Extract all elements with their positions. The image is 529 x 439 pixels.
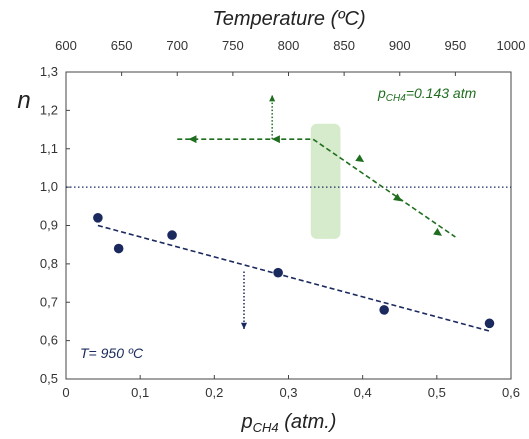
- plot-frame: [65, 71, 512, 380]
- series-label-pch4: pCH4=0.143 atm: [377, 85, 477, 104]
- x-tick-label: 0: [62, 385, 69, 400]
- path-arrow-pch4: [271, 135, 280, 144]
- series-label-t950: T= 950 ºC: [80, 345, 144, 361]
- x-tick-label: 0,2: [205, 385, 223, 400]
- x-axis-title-sub: CH4: [253, 420, 279, 435]
- series-layer: [93, 95, 495, 332]
- series-label-pch4-tail: =0.143 atm: [406, 85, 477, 101]
- top-tick-label: 750: [222, 38, 244, 53]
- y-tick-label: 0,6: [40, 333, 58, 348]
- data-point-t950: [379, 305, 389, 315]
- top-tick-label: 650: [111, 38, 133, 53]
- data-point-t950: [484, 318, 495, 329]
- x-tick-label: 0,6: [502, 385, 520, 400]
- top-tick-label: 950: [445, 38, 467, 53]
- x-tick-label: 0,1: [131, 385, 149, 400]
- top-tick-label: 800: [278, 38, 300, 53]
- x-axis-title: pCH4 (atm.): [241, 411, 337, 435]
- top-tick-label: 850: [333, 38, 355, 53]
- y-tick-label: 0,7: [40, 294, 58, 309]
- shaded-region: [310, 123, 341, 239]
- data-point-t950: [93, 213, 103, 223]
- path-line-pch4: [177, 138, 456, 238]
- axis-indicator-arrowhead: [269, 95, 276, 102]
- x-tick-label: 0,3: [279, 385, 297, 400]
- y-tick-label: 1,1: [40, 141, 58, 156]
- series-label-pch4-main: p: [377, 85, 386, 101]
- data-point-t950: [273, 267, 283, 278]
- x-tick-label: 0,5: [428, 385, 446, 400]
- top-tick-label: 1000: [497, 38, 526, 53]
- series-label-pch4-sub: CH4: [386, 93, 406, 104]
- x-axis-title-main: p: [241, 411, 253, 433]
- top-tick-label: 600: [55, 38, 77, 53]
- data-point-t950: [167, 230, 177, 240]
- data-point-t950: [113, 243, 124, 254]
- x-axis-title-tail: (atm.): [279, 411, 337, 433]
- y-tick-label: 1,2: [40, 102, 58, 117]
- y-tick-label: 1,3: [40, 64, 58, 79]
- y-tick-label: 0,9: [40, 218, 58, 233]
- top-tick-label: 900: [389, 38, 411, 53]
- x-tick-label: 0,4: [354, 385, 372, 400]
- shaded-region-layer: [310, 123, 341, 239]
- path-arrow-pch4: [433, 228, 443, 236]
- y-axis-title: n: [17, 87, 30, 114]
- axis-indicator-arrowhead: [240, 322, 248, 330]
- y-tick-label: 1,0: [40, 179, 58, 194]
- fit-line-t950: [97, 224, 490, 332]
- path-arrow-pch4: [188, 135, 197, 144]
- path-arrow-pch4: [393, 193, 402, 202]
- tick-layer: 0 0,1 0,2 0,3 0,4 0,5 0,6 600 650 700 750 800 850 900…: [40, 38, 526, 400]
- y-tick-label: 0,8: [40, 256, 58, 271]
- top-axis-title: Temperature (ºC): [212, 8, 365, 30]
- top-tick-label: 700: [166, 38, 188, 53]
- y-tick-label: 0,5: [40, 371, 58, 386]
- path-arrow-pch4: [355, 154, 365, 163]
